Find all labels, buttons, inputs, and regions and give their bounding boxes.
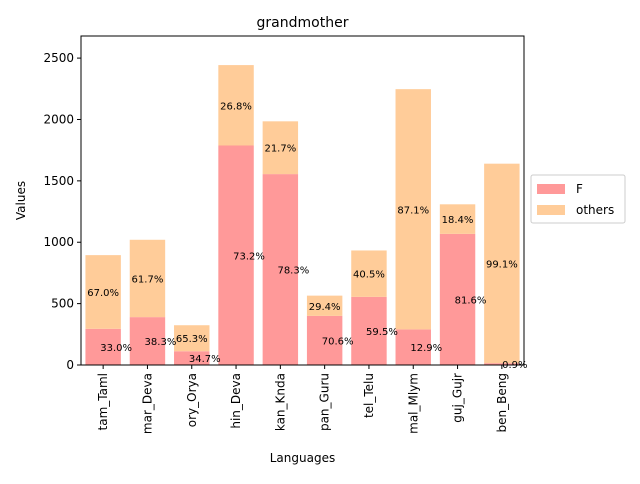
bar-label-f: 81.6% bbox=[455, 295, 487, 306]
bar-label-f: 38.3% bbox=[145, 337, 177, 348]
bar-f bbox=[439, 233, 476, 365]
bar-others bbox=[218, 65, 254, 146]
bar-others bbox=[306, 295, 343, 316]
legend: F others bbox=[530, 174, 626, 224]
bar-label-others: 40.5% bbox=[353, 270, 385, 281]
bar-label-f: 73.2% bbox=[233, 251, 265, 262]
bar-label-f: 34.7% bbox=[189, 354, 221, 365]
bar-label-f: 78.3% bbox=[277, 266, 309, 277]
y-axis: 0 500 1000 1500 2000 2500 bbox=[43, 51, 81, 372]
legend-label-f: F bbox=[576, 182, 583, 196]
bar-f bbox=[262, 174, 299, 365]
x-tick-label: kan_Knda bbox=[273, 373, 287, 431]
x-tick-label: ben_Beng bbox=[495, 373, 509, 432]
bar-label-others: 18.4% bbox=[442, 215, 474, 226]
bar-f bbox=[218, 145, 254, 365]
bar-label-f: 59.5% bbox=[366, 327, 398, 338]
x-tick-label: tam_Taml bbox=[96, 373, 110, 430]
legend-swatch-f bbox=[537, 184, 565, 194]
x-axis-title: Languages bbox=[270, 451, 335, 465]
bar-others bbox=[439, 204, 476, 234]
legend-label-others: others bbox=[576, 203, 614, 217]
y-axis-title: Values bbox=[14, 181, 28, 220]
bar-label-others: 65.3% bbox=[176, 334, 208, 345]
bar-others bbox=[484, 163, 520, 364]
bar-others bbox=[351, 250, 387, 297]
bar-f bbox=[351, 296, 387, 365]
bar-others bbox=[395, 89, 431, 330]
bar-f bbox=[395, 329, 431, 365]
y-tick-label: 2000 bbox=[43, 112, 74, 126]
y-tick-label: 500 bbox=[51, 297, 74, 311]
bar-label-others: 26.8% bbox=[220, 101, 252, 112]
bar-others bbox=[262, 121, 299, 175]
plot-area-frame bbox=[80, 35, 525, 366]
bar-label-others: 29.4% bbox=[309, 302, 341, 313]
bar-label-others: 87.1% bbox=[397, 205, 429, 216]
y-tick-label: 1500 bbox=[43, 174, 74, 188]
legend-swatch-others bbox=[537, 205, 565, 215]
chart-title: grandmother bbox=[257, 15, 349, 31]
x-tick-label: mal_Mlym bbox=[406, 373, 420, 434]
x-tick-label: guj_Gujr bbox=[451, 373, 465, 423]
bar-others bbox=[85, 255, 121, 329]
bar-others bbox=[129, 239, 166, 318]
bar-label-others: 67.0% bbox=[87, 288, 119, 299]
bar-label-f: 70.6% bbox=[322, 336, 354, 347]
bar-f bbox=[174, 351, 210, 365]
bar-others bbox=[174, 325, 210, 352]
bar-label-others: 21.7% bbox=[264, 144, 296, 155]
bar-f bbox=[484, 363, 520, 365]
x-tick-label: hin_Deva bbox=[229, 373, 243, 429]
bar-label-f: 12.9% bbox=[410, 343, 442, 354]
bar-label-f: 33.0% bbox=[100, 343, 132, 354]
x-tick-label: mar_Deva bbox=[140, 373, 154, 434]
bars-layer bbox=[85, 65, 520, 365]
bar-f bbox=[129, 317, 166, 365]
x-axis: tam_Taml mar_Deva ory_Orya hin_Deva kan_Knda… bbox=[96, 365, 509, 434]
bar-label-others: 99.1% bbox=[486, 259, 518, 270]
bar-f bbox=[306, 315, 343, 365]
x-tick-label: pan_Guru bbox=[318, 373, 332, 431]
bar-label-others: 61.7% bbox=[132, 274, 164, 285]
bar-label-f: 0.9% bbox=[502, 360, 527, 371]
x-tick-label: tel_Telu bbox=[362, 373, 376, 418]
y-tick-label: 2500 bbox=[43, 51, 74, 65]
bar-f bbox=[85, 328, 121, 365]
y-tick-label: 0 bbox=[66, 358, 74, 372]
bar-labels-layer: 33.0% 67.0% 38.3% 61.7% 34.7% 65.3% 73.2% 26.8%… bbox=[87, 101, 527, 371]
x-tick-label: ory_Orya bbox=[185, 373, 199, 427]
y-tick-label: 1000 bbox=[43, 235, 74, 249]
